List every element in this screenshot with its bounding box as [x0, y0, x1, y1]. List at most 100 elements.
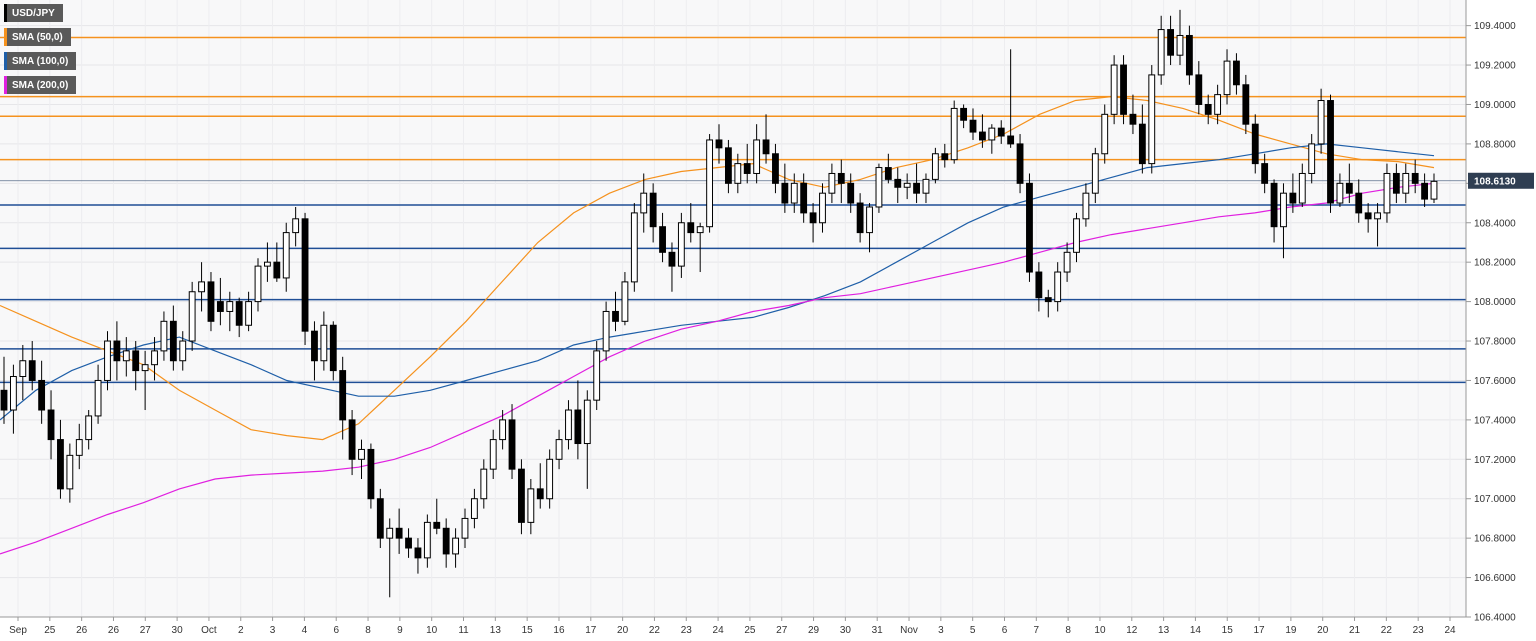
- legend-item-sma-50[interactable]: SMA (50,0): [4, 28, 71, 46]
- candle[interactable]: [1054, 262, 1062, 312]
- candle[interactable]: [292, 206, 300, 247]
- candle[interactable]: [574, 380, 582, 460]
- candle[interactable]: [583, 390, 591, 489]
- candle[interactable]: [405, 528, 412, 558]
- candle[interactable]: [659, 212, 666, 263]
- candle[interactable]: [734, 153, 742, 194]
- candle[interactable]: [1430, 173, 1438, 204]
- candle[interactable]: [1280, 183, 1287, 259]
- candle[interactable]: [104, 331, 111, 391]
- candle[interactable]: [950, 100, 958, 164]
- candle[interactable]: [837, 159, 845, 204]
- candle[interactable]: [358, 439, 365, 480]
- candle[interactable]: [724, 139, 732, 194]
- candle[interactable]: [1138, 104, 1146, 174]
- candle[interactable]: [442, 518, 450, 568]
- legend-item-sma-200[interactable]: SMA (200,0): [4, 76, 77, 94]
- candle[interactable]: [282, 222, 290, 292]
- candle[interactable]: [1298, 163, 1306, 207]
- candle[interactable]: [311, 321, 318, 381]
- candle[interactable]: [480, 459, 488, 509]
- candle[interactable]: [57, 419, 64, 499]
- candle[interactable]: [367, 443, 375, 509]
- candle[interactable]: [518, 459, 525, 535]
- candle[interactable]: [179, 331, 187, 371]
- candle[interactable]: [941, 143, 949, 168]
- candle[interactable]: [649, 183, 657, 243]
- candle[interactable]: [706, 134, 714, 233]
- candle[interactable]: [819, 183, 826, 233]
- candle[interactable]: [132, 341, 140, 391]
- candle[interactable]: [1035, 262, 1043, 312]
- candle[interactable]: [1176, 9, 1184, 66]
- candle[interactable]: [536, 463, 544, 509]
- candle[interactable]: [423, 514, 431, 568]
- candle[interactable]: [1148, 65, 1156, 174]
- candle[interactable]: [696, 222, 704, 273]
- candle[interactable]: [386, 518, 394, 598]
- candle[interactable]: [809, 203, 817, 243]
- candle[interactable]: [875, 163, 883, 213]
- candle[interactable]: [1289, 173, 1297, 213]
- candle[interactable]: [433, 498, 441, 535]
- candle[interactable]: [677, 212, 685, 278]
- candle[interactable]: [847, 173, 855, 213]
- candle[interactable]: [527, 479, 535, 535]
- candle[interactable]: [348, 410, 356, 476]
- candle[interactable]: [602, 301, 610, 361]
- candle[interactable]: [264, 242, 271, 282]
- candle[interactable]: [508, 404, 516, 480]
- candle[interactable]: [1308, 134, 1316, 184]
- candle[interactable]: [28, 341, 36, 391]
- candle[interactable]: [254, 258, 262, 312]
- candle[interactable]: [1157, 15, 1165, 85]
- candle[interactable]: [1110, 55, 1118, 125]
- candle[interactable]: [339, 356, 347, 440]
- candle[interactable]: [113, 321, 121, 381]
- candle[interactable]: [47, 390, 55, 460]
- candle[interactable]: [668, 242, 676, 292]
- candle[interactable]: [884, 153, 892, 184]
- candle[interactable]: [1411, 159, 1419, 194]
- candle[interactable]: [226, 291, 234, 332]
- candle[interactable]: [1063, 242, 1071, 282]
- candle[interactable]: [621, 272, 629, 326]
- candle[interactable]: [1007, 49, 1015, 148]
- candle[interactable]: [470, 488, 478, 529]
- candle[interactable]: [1421, 173, 1429, 207]
- candle[interactable]: [1345, 163, 1353, 204]
- candle[interactable]: [207, 272, 215, 332]
- candle[interactable]: [856, 193, 864, 243]
- candle[interactable]: [1317, 88, 1325, 154]
- candle[interactable]: [198, 262, 205, 312]
- candle[interactable]: [640, 173, 648, 233]
- candle[interactable]: [1082, 183, 1090, 227]
- candle[interactable]: [988, 124, 996, 154]
- candle[interactable]: [38, 360, 46, 424]
- candle[interactable]: [960, 104, 968, 129]
- candle[interactable]: [781, 163, 789, 213]
- candle[interactable]: [1185, 25, 1193, 85]
- candle[interactable]: [1242, 74, 1250, 135]
- candle[interactable]: [979, 114, 986, 148]
- candle[interactable]: [273, 242, 281, 282]
- candle[interactable]: [1336, 173, 1344, 207]
- legend-item-usdjpy[interactable]: USD/JPY: [4, 4, 63, 22]
- candle[interactable]: [0, 356, 8, 424]
- candle[interactable]: [1204, 94, 1212, 125]
- candle[interactable]: [1233, 53, 1240, 95]
- candle[interactable]: [1223, 49, 1231, 105]
- candle[interactable]: [913, 163, 920, 204]
- candle[interactable]: [1327, 94, 1334, 213]
- candle[interactable]: [1374, 203, 1381, 247]
- candle[interactable]: [1016, 134, 1024, 194]
- candle[interactable]: [866, 203, 873, 253]
- candle[interactable]: [1167, 15, 1174, 66]
- candle[interactable]: [452, 528, 459, 568]
- candle[interactable]: [19, 344, 27, 401]
- candle[interactable]: [235, 297, 243, 338]
- candle[interactable]: [931, 147, 939, 184]
- candle[interactable]: [1120, 55, 1127, 125]
- candle[interactable]: [903, 173, 911, 200]
- candle[interactable]: [1402, 163, 1410, 204]
